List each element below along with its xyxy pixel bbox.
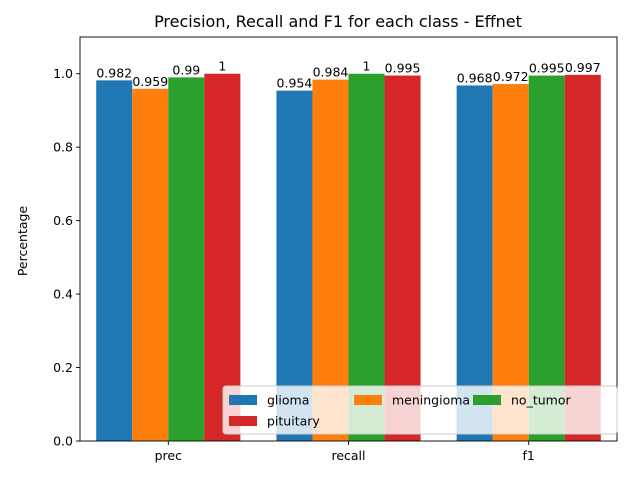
chart-title: Precision, Recall and F1 for each class … bbox=[154, 12, 522, 31]
legend-label-no_tumor: no_tumor bbox=[511, 393, 571, 408]
bars-group bbox=[96, 73, 601, 442]
y-tick-label: 1.0 bbox=[53, 66, 73, 81]
bar-glioma-recall bbox=[276, 90, 313, 441]
y-tick-label: 0.8 bbox=[53, 140, 73, 155]
data-label-glioma-recall: 0.954 bbox=[277, 76, 313, 91]
legend-swatch-glioma bbox=[229, 395, 257, 405]
data-label-no_tumor-f1: 0.995 bbox=[529, 61, 565, 76]
legend-swatch-no_tumor bbox=[473, 395, 501, 405]
data-label-glioma-f1: 0.968 bbox=[457, 70, 493, 85]
legend-label-glioma: glioma bbox=[267, 393, 309, 408]
legend-box bbox=[222, 385, 618, 435]
bar-pituitary-f1 bbox=[564, 74, 601, 441]
data-label-no_tumor-recall: 1 bbox=[363, 59, 371, 74]
bar-no_tumor-prec bbox=[168, 77, 205, 442]
data-label-meningioma-prec: 0.959 bbox=[132, 74, 168, 89]
data-label-meningioma-recall: 0.984 bbox=[313, 65, 349, 80]
y-axis-label: Percentage bbox=[15, 206, 30, 277]
bar-glioma-prec bbox=[96, 80, 133, 441]
data-label-pituitary-f1: 0.997 bbox=[565, 60, 601, 75]
x-tick-label-prec: prec bbox=[155, 448, 182, 463]
y-tick-label: 0.0 bbox=[53, 434, 73, 449]
y-tick-label: 0.2 bbox=[53, 360, 73, 375]
bar-meningioma-prec bbox=[132, 88, 169, 441]
x-tick-label-recall: recall bbox=[331, 448, 365, 463]
legend-swatch-pituitary bbox=[229, 416, 257, 426]
bar-pituitary-prec bbox=[204, 73, 241, 442]
data-labels-group: 0.982 0.954 0.968 0.959 0.984 0.972 0.99 1 0.995… bbox=[96, 59, 600, 91]
data-label-pituitary-prec: 1 bbox=[218, 59, 226, 74]
axes-group: 0.0 0.2 0.4 0.6 0.8 1.0 prec recall f1 bbox=[53, 36, 618, 463]
legend-swatch-meningioma bbox=[354, 395, 382, 405]
bar-no_tumor-f1 bbox=[528, 75, 565, 442]
bar-glioma-f1 bbox=[456, 85, 493, 441]
bar-meningioma-recall bbox=[312, 79, 349, 441]
legend: glioma meningioma no_tumor pituitary bbox=[222, 385, 618, 435]
y-tick-label: 0.4 bbox=[53, 287, 73, 302]
data-label-glioma-prec: 0.982 bbox=[96, 65, 132, 80]
data-label-pituitary-recall: 0.995 bbox=[385, 61, 421, 76]
bar-pituitary-recall bbox=[384, 75, 421, 442]
data-label-no_tumor-prec: 0.99 bbox=[172, 62, 200, 77]
bar-no_tumor-recall bbox=[348, 73, 385, 442]
y-tick-label: 0.6 bbox=[53, 213, 73, 228]
legend-label-pituitary: pituitary bbox=[267, 414, 320, 429]
data-label-meningioma-f1: 0.972 bbox=[493, 69, 529, 84]
x-tick-label-f1: f1 bbox=[523, 448, 535, 463]
legend-label-meningioma: meningioma bbox=[392, 393, 470, 408]
bar-meningioma-f1 bbox=[492, 84, 529, 441]
